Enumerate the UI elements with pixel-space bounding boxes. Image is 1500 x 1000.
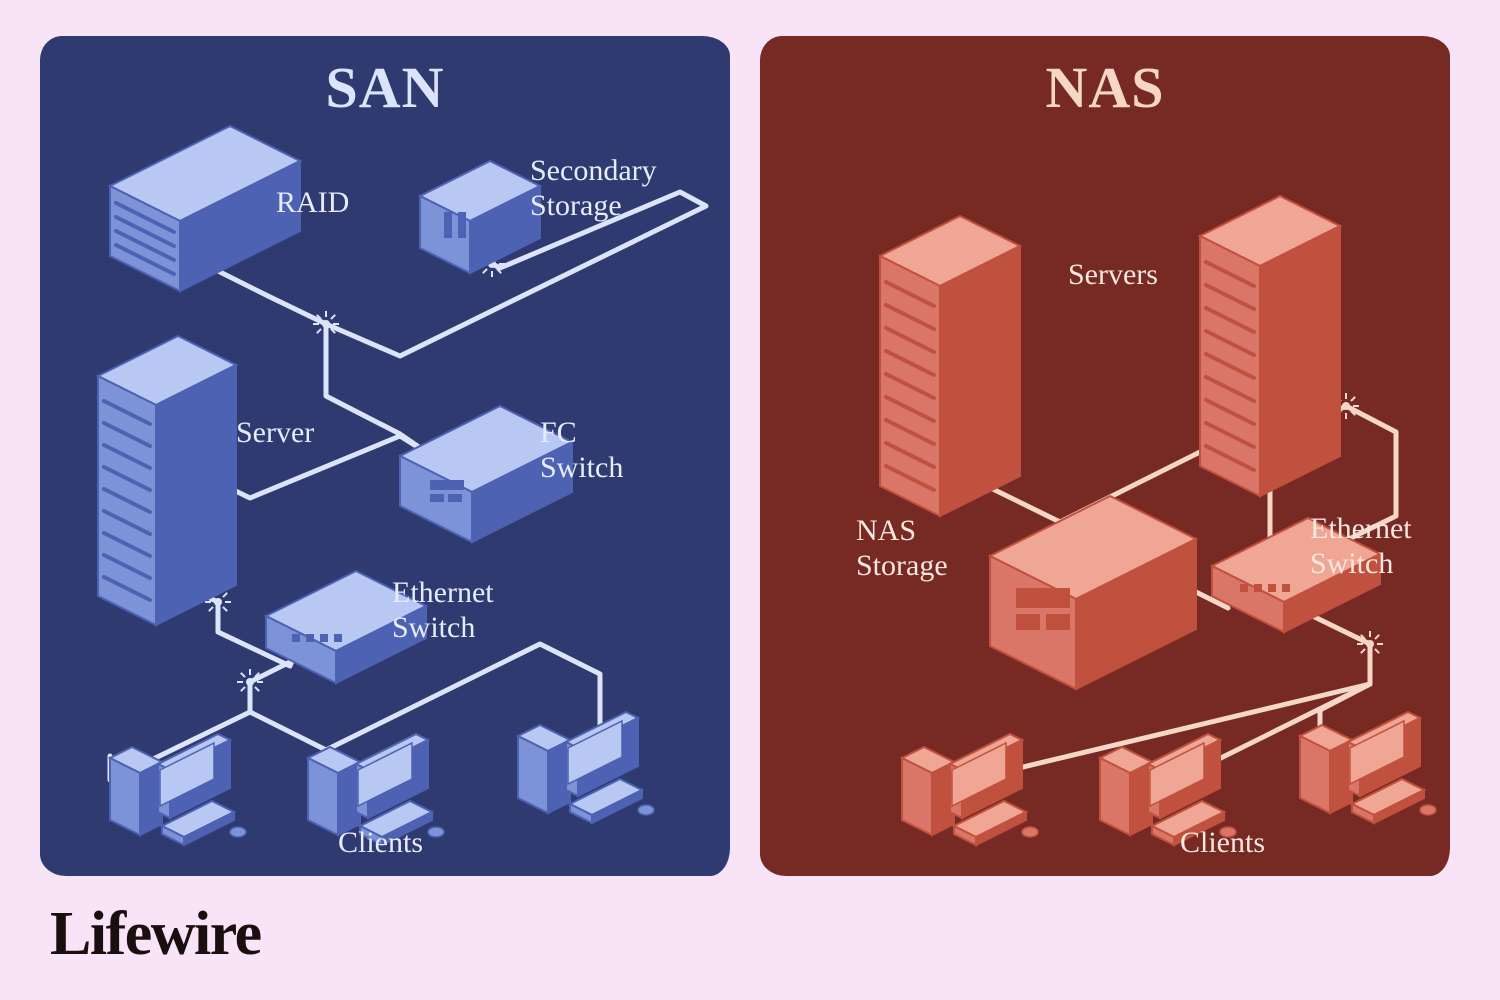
label-secondary: Secondary Storage (530, 154, 657, 223)
nas-panel: NAS Servers NAS Storage Ethernet Switch … (760, 36, 1450, 876)
label-ethswitch-san: Ethernet Switch (392, 576, 494, 645)
label-nasstorage: NAS Storage (856, 514, 948, 583)
san-panel: SAN RAID Secondary Storage Server FC Swi… (40, 36, 730, 876)
brand-logo: Lifewire (50, 899, 261, 970)
label-servers: Servers (1068, 258, 1158, 293)
nas-diagram (760, 36, 1450, 876)
label-fcswitch: FC Switch (540, 416, 623, 485)
label-clients-nas: Clients (1180, 826, 1265, 861)
label-server: Server (236, 416, 314, 451)
label-raid: RAID (276, 186, 349, 221)
label-clients-san: Clients (338, 826, 423, 861)
label-ethswitch-nas: Ethernet Switch (1310, 512, 1412, 581)
